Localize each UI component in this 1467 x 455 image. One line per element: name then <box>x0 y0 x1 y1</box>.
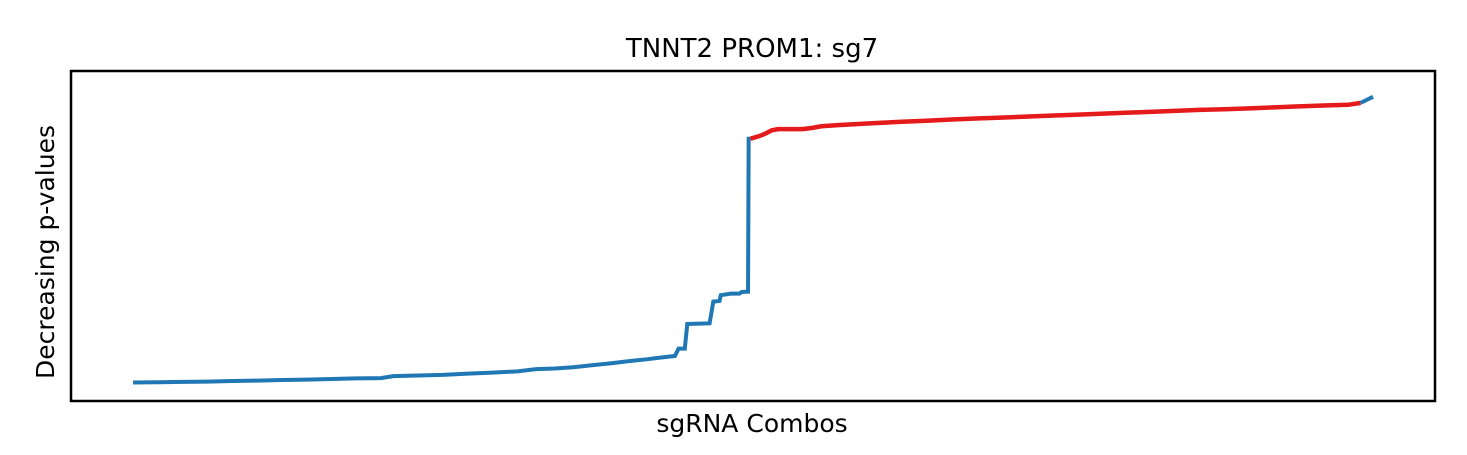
y-axis-label: Decreasing p-values <box>31 125 60 379</box>
series-line-0 <box>132 136 751 385</box>
x-axis-label: sgRNA Combos <box>656 409 847 438</box>
series-layer <box>132 95 1374 385</box>
series-line-1 <box>749 100 1361 141</box>
series-line-2 <box>1359 95 1374 105</box>
chart-title: TNNT2 PROM1: sg7 <box>625 34 878 64</box>
plot-area-frame <box>69 69 1437 403</box>
